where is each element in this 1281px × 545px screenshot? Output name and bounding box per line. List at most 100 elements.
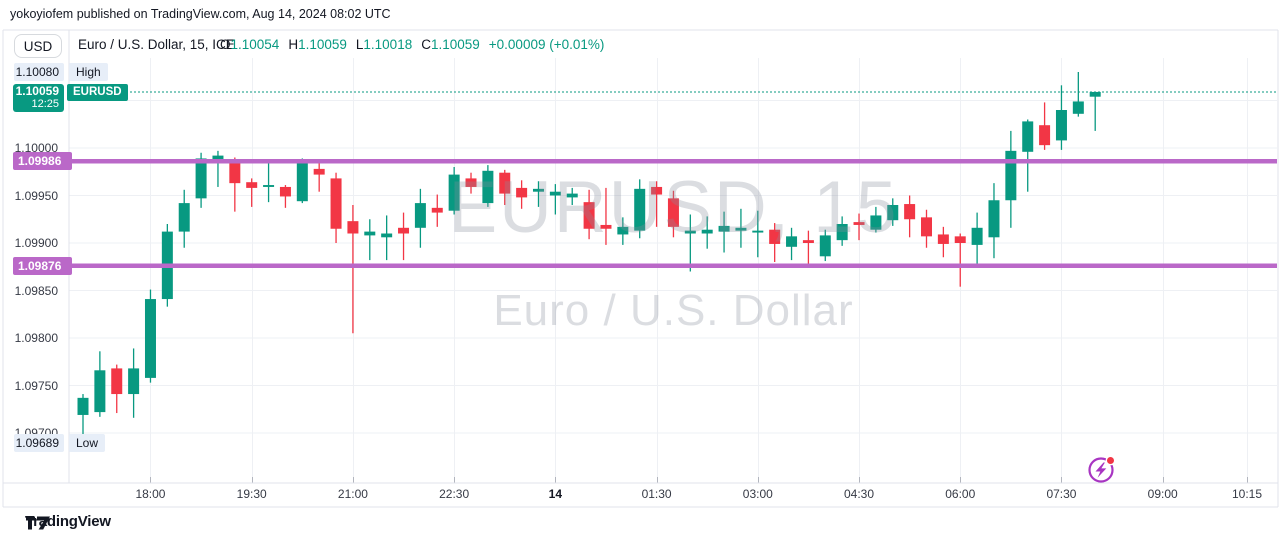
candle-2045 <box>330 178 342 229</box>
time-tick-0130: 01:30 <box>641 487 672 501</box>
last-price-tag: 1.10059 12:25 <box>13 83 64 112</box>
time-tick-0730: 07:30 <box>1046 487 1077 501</box>
candle-0045 <box>600 224 612 229</box>
candle-1845 <box>195 158 207 199</box>
candle-0000 <box>549 191 561 196</box>
candle-2145 <box>398 227 410 234</box>
watermark-symbol: EURUSD, 15 <box>448 167 899 248</box>
candle-0015 <box>566 193 578 198</box>
candle-2030 <box>313 168 325 175</box>
candle-1715 <box>94 370 106 413</box>
candle-0430 <box>853 222 865 225</box>
candle-0130 <box>651 186 663 195</box>
candle-0545 <box>937 234 949 244</box>
ohlc-item-h: H1.10059 <box>288 37 347 52</box>
candle-2330 <box>516 187 528 198</box>
time-tick-2100: 21:00 <box>337 487 368 501</box>
candle-2200 <box>414 203 426 228</box>
session-low-row: 1.09689 Low <box>14 434 106 453</box>
published-caption: yokoyiofem published on TradingView.com,… <box>10 7 391 21</box>
candle-0530 <box>921 217 932 237</box>
candle-0230 <box>718 225 730 232</box>
candle-0215 <box>701 229 713 234</box>
candle-0330 <box>786 236 798 247</box>
candle-0800 <box>1089 91 1101 97</box>
time-tick-0430: 04:30 <box>844 487 875 501</box>
candle-0245 <box>735 227 747 231</box>
symbol-title[interactable]: Euro / U.S. Dollar, 15, ICE <box>78 37 235 52</box>
time-tick-0600: 06:00 <box>945 487 976 501</box>
ohlc-item-l: L1.10018 <box>355 37 413 52</box>
candle-0630 <box>988 200 1000 238</box>
candle-1915 <box>229 159 241 184</box>
candle-1800 <box>144 299 156 378</box>
candle-2115 <box>364 231 376 236</box>
candle-1830 <box>178 203 190 232</box>
candle-2130 <box>381 233 393 238</box>
candle-0500 <box>887 205 899 221</box>
candle-0200 <box>684 230 696 234</box>
time-tick-14: 14 <box>548 487 563 501</box>
low-price-tag: 1.09689 <box>14 434 64 453</box>
candle-2215 <box>431 207 443 213</box>
support-level-tag[interactable]: 1.09876 <box>13 256 72 275</box>
time-tick-0900: 09:00 <box>1147 487 1178 501</box>
tradingview-logo-icon <box>26 516 50 530</box>
low-name-tag: Low <box>69 434 106 453</box>
candles <box>77 72 1101 443</box>
currency-usd-button[interactable]: USD <box>14 34 62 58</box>
ohlc-values-row: O1.10054 H1.10059 L1.10018 C1.10059 +0.00009… <box>220 37 604 52</box>
flash-icon[interactable] <box>1084 452 1124 492</box>
price-tick-1.09850: 1.09850 <box>14 283 58 298</box>
time-tick-2230: 22:30 <box>439 487 470 501</box>
price-tick-1.09800: 1.09800 <box>14 331 58 345</box>
ohlc-item-o: O1.10054 <box>220 37 280 52</box>
candle-0345 <box>802 240 814 243</box>
candle-0400 <box>819 235 831 257</box>
symbol-flag-tag[interactable]: EURUSD <box>67 83 128 101</box>
symbol-header-row: USD Euro / U.S. Dollar, 15, ICE O1.10054… <box>0 30 1281 62</box>
candle-0100 <box>617 226 629 235</box>
candle-2245 <box>465 178 477 187</box>
last-price-value: 1.10059 <box>15 83 59 98</box>
candle-2345 <box>532 188 544 192</box>
time-tick-1930: 19:30 <box>236 487 267 501</box>
candle-0445 <box>870 215 882 230</box>
candle-1700 <box>77 397 89 415</box>
candle-0515 <box>904 204 916 220</box>
chart-borders <box>2 29 1279 508</box>
candle-0615 <box>971 227 983 245</box>
candle-0700 <box>1022 121 1034 152</box>
candle-0030 <box>583 202 595 229</box>
price-tick-1.09950: 1.09950 <box>14 188 58 203</box>
high-name-tag: High <box>69 63 108 81</box>
candle-1900 <box>212 155 224 162</box>
candle-0715 <box>1039 125 1051 146</box>
candle-0315 <box>769 229 781 244</box>
candle-2300 <box>482 170 494 204</box>
bar-countdown: 12:25 <box>31 97 59 110</box>
candle-0730 <box>1055 110 1067 141</box>
footer-brand[interactable]: TradingView <box>25 513 111 530</box>
price-tick-1.09900: 1.09900 <box>14 236 58 250</box>
candle-0600 <box>954 236 966 243</box>
ohlc-item-c: C1.10059 <box>421 37 480 52</box>
candle-2000 <box>279 186 291 197</box>
candle-0415 <box>836 224 848 241</box>
candle-1945 <box>263 185 275 187</box>
candle-0300 <box>752 230 764 233</box>
time-tick-1800: 18:00 <box>135 487 166 501</box>
horizontal-level-lines[interactable] <box>69 159 1277 269</box>
candle-2315 <box>499 172 511 194</box>
candle-1745 <box>128 368 140 395</box>
resistance-level-tag[interactable]: 1.09986 <box>13 152 72 171</box>
candle-0645 <box>1005 150 1017 201</box>
high-price-tag: 1.10080 <box>14 63 64 81</box>
session-high-row: 1.10080 High <box>14 63 108 81</box>
ohlc-change: +0.00009 (+0.01%) <box>488 37 605 52</box>
time-tick-0300: 03:00 <box>742 487 773 501</box>
candle-2015 <box>296 163 308 202</box>
candle-0145 <box>667 198 679 227</box>
